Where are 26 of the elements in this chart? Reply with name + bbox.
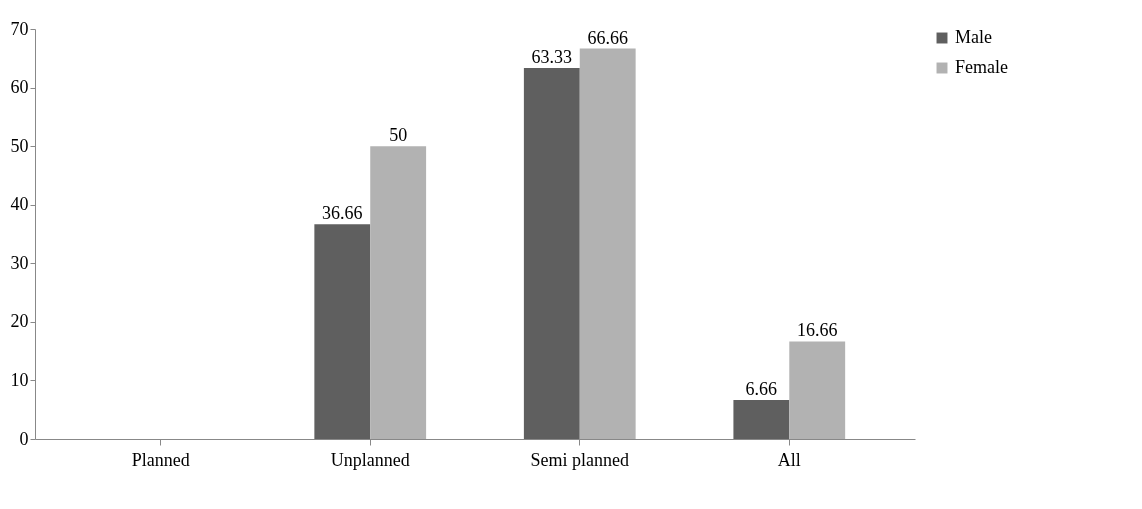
- legend-label: Male: [955, 27, 992, 47]
- bar: [314, 224, 371, 439]
- y-tick-label: 60: [10, 77, 29, 98]
- bar: [579, 48, 636, 439]
- y-tick-label: 70: [10, 18, 29, 39]
- data-label: 16.66: [796, 320, 838, 341]
- bar: [523, 68, 580, 439]
- data-label: 36.66: [322, 203, 363, 224]
- data-label: 66.66: [587, 27, 628, 48]
- y-tick-label: 40: [10, 194, 29, 215]
- y-tick-label: 50: [10, 135, 29, 156]
- data-label: 50: [389, 125, 408, 146]
- legend-label: Female: [955, 57, 1008, 77]
- x-tick-label: Planned: [131, 449, 190, 470]
- y-tick-label: 20: [10, 311, 29, 332]
- y-tick-label: 30: [10, 252, 29, 273]
- x-tick-label: All: [777, 449, 801, 470]
- data-label: 63.33: [531, 47, 573, 68]
- y-tick-label: 10: [10, 369, 29, 390]
- x-tick-label: Unplanned: [330, 449, 410, 470]
- bar: [733, 399, 790, 439]
- bar: [789, 341, 846, 439]
- data-label: 6.66: [745, 378, 778, 399]
- x-tick-label: Semi planned: [530, 449, 629, 470]
- y-tick-label: 0: [19, 428, 29, 449]
- bar: [370, 146, 427, 439]
